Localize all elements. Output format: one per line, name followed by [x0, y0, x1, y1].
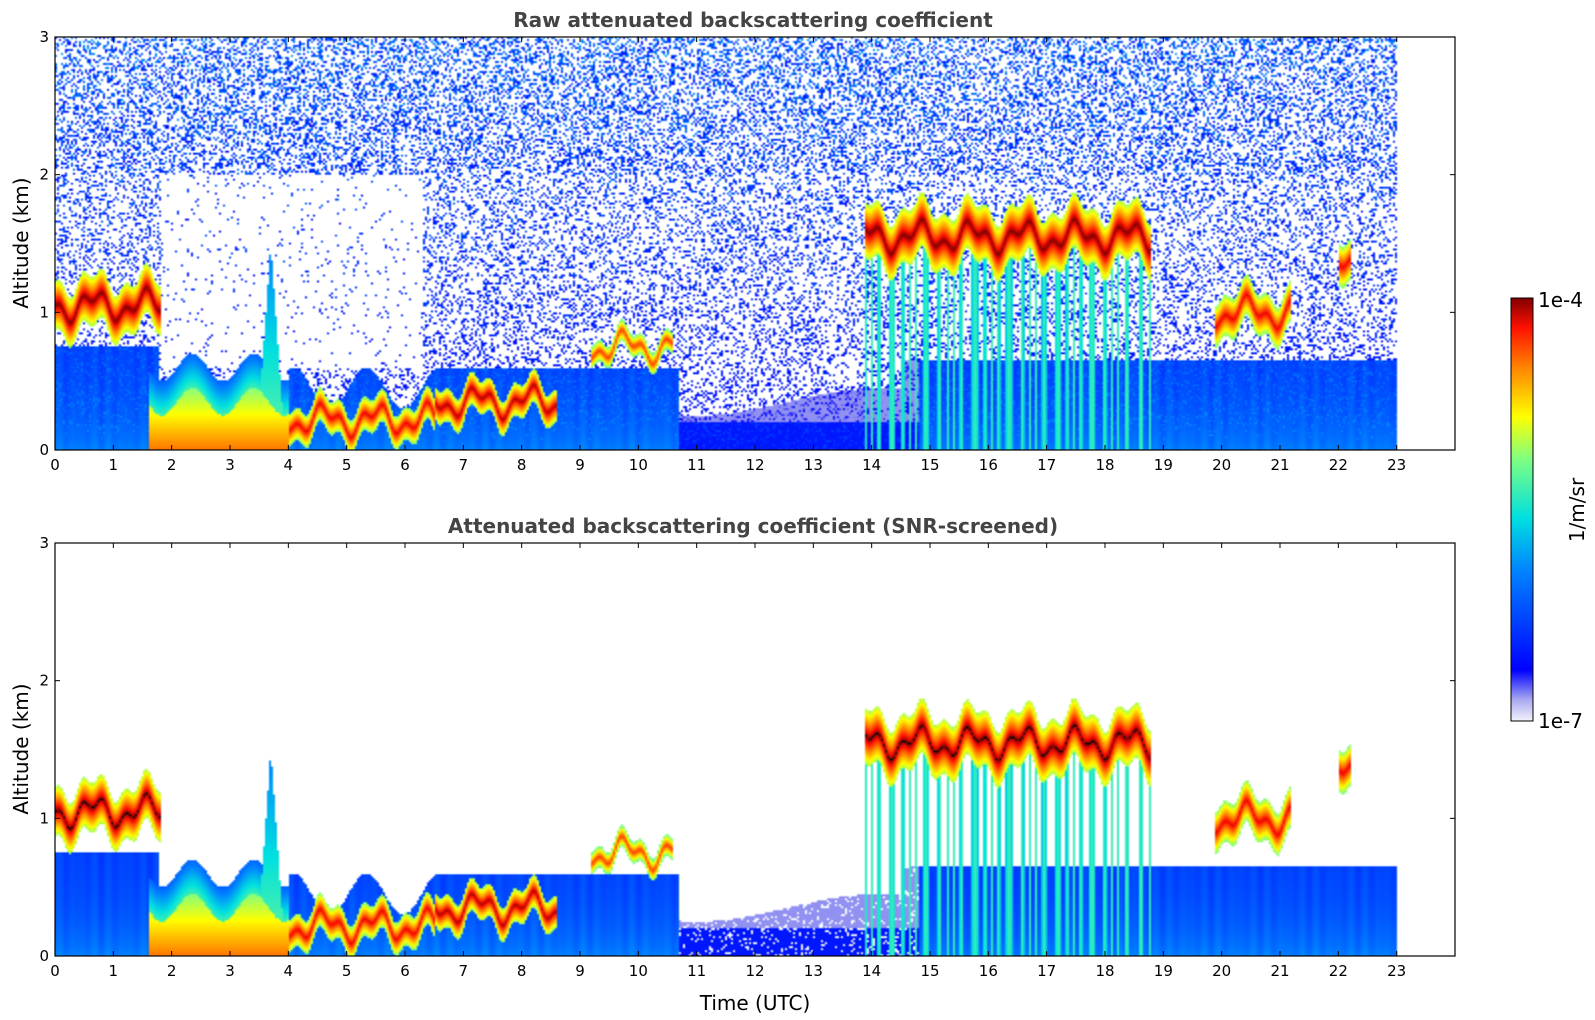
x-axis-label: Time (UTC)	[699, 991, 811, 1015]
x-tick-label: 20	[1212, 456, 1231, 474]
x-tick-label: 0	[50, 456, 60, 474]
y-tick-label: 3	[39, 28, 49, 46]
x-axis-ticks: 0 1 2 3 4 5 6 7 8 9 10 11 12 13 14 15 16 17 18 19 20 21 22 23	[50, 543, 1406, 980]
x-tick-label: 7	[459, 962, 469, 980]
panel-screened: Attenuated backscattering coefficient (S…	[9, 514, 1456, 1015]
y-axis-ticks: 0 1 2 3	[39, 28, 1455, 459]
x-tick-label: 22	[1329, 456, 1348, 474]
y-axis-ticks: 0 1 2 3	[39, 534, 1455, 965]
x-tick-label: 1	[109, 456, 119, 474]
x-tick-label: 14	[862, 456, 881, 474]
x-tick-label: 20	[1212, 962, 1231, 980]
y-tick-label: 2	[39, 166, 49, 184]
chart-title: Attenuated backscattering coefficient (S…	[448, 514, 1058, 538]
x-tick-label: 21	[1270, 456, 1289, 474]
x-tick-label: 23	[1387, 962, 1406, 980]
x-tick-label: 18	[1095, 962, 1114, 980]
x-tick-label: 15	[920, 456, 939, 474]
x-tick-label: 4	[284, 962, 294, 980]
panel-raw: Raw attenuated backscattering coefficien…	[9, 8, 1456, 474]
colorbar-gradient	[1510, 297, 1534, 722]
x-tick-label: 1	[109, 962, 119, 980]
colorbar-min-label: 1e-7	[1538, 709, 1583, 733]
y-axis-label: Altitude (km)	[9, 177, 33, 308]
x-tick-label: 8	[517, 962, 527, 980]
x-axis-ticks: 0 1 2 3 4 5 6 7 8 9 10 11 12 13 14 15 16 17 18 19 20 21 22 23	[50, 37, 1406, 474]
x-tick-label: 16	[979, 962, 998, 980]
colorbar-unit-label: 1/m/sr	[1565, 477, 1589, 542]
x-tick-label: 15	[920, 962, 939, 980]
x-tick-label: 16	[979, 456, 998, 474]
x-tick-label: 18	[1095, 456, 1114, 474]
x-tick-label: 23	[1387, 456, 1406, 474]
x-tick-label: 5	[342, 456, 352, 474]
x-tick-label: 10	[629, 962, 648, 980]
y-tick-label: 2	[39, 672, 49, 690]
heatmap-image	[55, 37, 1455, 450]
y-tick-label: 1	[39, 809, 49, 827]
x-tick-label: 9	[575, 962, 585, 980]
x-tick-label: 12	[745, 962, 764, 980]
x-tick-label: 22	[1329, 962, 1348, 980]
y-tick-label: 3	[39, 534, 49, 552]
x-tick-label: 10	[629, 456, 648, 474]
x-tick-label: 11	[687, 962, 706, 980]
x-tick-label: 6	[400, 456, 410, 474]
x-tick-label: 11	[687, 456, 706, 474]
y-tick-label: 0	[39, 947, 49, 965]
x-tick-label: 14	[862, 962, 881, 980]
x-tick-label: 9	[575, 456, 585, 474]
x-tick-label: 17	[1037, 456, 1056, 474]
x-tick-label: 6	[400, 962, 410, 980]
x-tick-label: 0	[50, 962, 60, 980]
colorbar-max-label: 1e-4	[1538, 288, 1583, 312]
heatmap-image	[55, 543, 1455, 956]
x-tick-label: 12	[745, 456, 764, 474]
y-tick-label: 1	[39, 303, 49, 321]
x-tick-label: 3	[225, 962, 235, 980]
x-tick-label: 17	[1037, 962, 1056, 980]
x-tick-label: 4	[284, 456, 294, 474]
colorbar: 1e-4 1e-7 1/m/sr	[1510, 288, 1589, 733]
x-tick-label: 13	[804, 456, 823, 474]
x-tick-label: 2	[167, 962, 177, 980]
x-tick-label: 5	[342, 962, 352, 980]
x-tick-label: 13	[804, 962, 823, 980]
y-tick-label: 0	[39, 441, 49, 459]
y-axis-label: Altitude (km)	[9, 683, 33, 814]
x-tick-label: 2	[167, 456, 177, 474]
x-tick-label: 19	[1154, 962, 1173, 980]
x-tick-label: 3	[225, 456, 235, 474]
x-tick-label: 21	[1270, 962, 1289, 980]
x-tick-label: 8	[517, 456, 527, 474]
x-tick-label: 19	[1154, 456, 1173, 474]
x-tick-label: 7	[459, 456, 469, 474]
chart-title: Raw attenuated backscattering coefficien…	[513, 8, 993, 32]
